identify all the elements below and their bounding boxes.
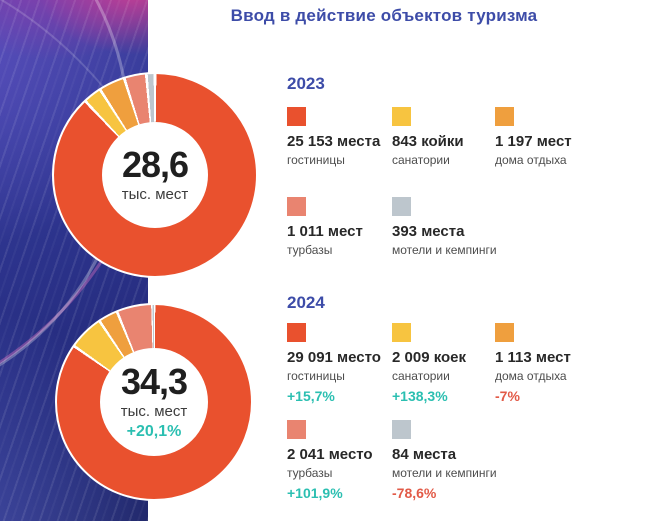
category-value: 2 009 коек [392,349,467,366]
donut-chart-2024: 34,3 тыс. мест +20,1% [55,303,253,501]
category-value: 2 041 место [287,446,373,463]
legend-item-2023-0: 25 153 места гостиницы [287,107,392,167]
category-value: 393 места [392,223,465,240]
category-color-swatch [392,323,411,342]
donut-center-2023: 28,6 тыс. мест [102,122,208,228]
category-value: 1 197 мест [495,133,572,150]
legend-item-2024-4: 84 места мотели и кемпинги -78,6% [392,420,497,501]
donut-center-2024: 34,3 тыс. мест +20,1% [100,348,208,456]
total-unit-2024: тыс. мест [120,402,188,420]
total-value-2023: 28,6 [121,144,189,185]
category-color-swatch [287,107,306,126]
year-heading-2024: 2024 [287,293,325,312]
category-color-swatch [287,420,306,439]
legend-item-2024-1: 2 009 коек санатории +138,3% [392,323,495,404]
category-label: санатории [392,153,450,167]
legend-item-2024-3: 2 041 место турбазы +101,9% [287,420,392,501]
category-color-swatch [287,197,306,216]
category-value: 1 113 мест [495,349,571,366]
total-unit-2023: тыс. мест [121,186,189,203]
category-change-percent: -78,6% [392,485,437,501]
category-value: 1 011 мест [287,223,363,240]
category-color-swatch [392,420,411,439]
category-label: мотели и кемпинги [392,466,497,480]
total-change-2024: +20,1% [126,422,182,440]
legend-grid-2024: 29 091 место гостиницы +15,7% 2 009 коек сан… [287,323,655,501]
category-color-swatch [392,107,411,126]
legend-item-2024-0: 29 091 место гостиницы +15,7% [287,323,392,404]
category-change-percent: +101,9% [287,485,343,501]
category-label: турбазы [287,243,333,257]
category-label: санатории [392,369,450,383]
category-color-swatch [495,323,514,342]
page-title: Ввод в действие объектов туризма [230,6,538,25]
legend-item-2023-1: 843 койки санатории [392,107,495,167]
legend-grid-2023: 25 153 места гостиницы 843 койки санатории 1… [287,107,655,257]
donut-chart-2023: 28,6 тыс. мест [52,72,258,278]
legend-item-2023-2: 1 197 мест дома отдыха [495,107,655,167]
year-heading-2023: 2023 [287,74,325,93]
category-label: дома отдыха [495,153,567,167]
category-label: дома отдыха [495,369,567,383]
category-value: 843 койки [392,133,464,150]
category-value: 84 места [392,446,457,463]
category-color-swatch [392,197,411,216]
total-value-2024: 34,3 [120,360,188,402]
category-color-swatch [287,323,306,342]
legend-item-2023-3: 1 011 мест турбазы [287,197,392,257]
legend-2023: 2023 25 153 места гостиницы 843 койки санат… [287,74,655,257]
legend-item-2024-2: 1 113 мест дома отдыха -7% [495,323,655,404]
category-label: турбазы [287,466,333,480]
category-label: гостиницы [287,369,345,383]
category-label: гостиницы [287,153,345,167]
category-change-percent: +15,7% [287,388,335,404]
legend-2024: 2024 29 091 место гостиницы +15,7% 2 009 ко… [287,293,655,501]
category-value: 25 153 места [287,133,381,150]
category-label: мотели и кемпинги [392,243,497,257]
legend-item-2023-4: 393 места мотели и кемпинги [392,197,497,257]
category-value: 29 091 место [287,349,381,366]
category-change-percent: +138,3% [392,388,448,404]
category-color-swatch [495,107,514,126]
category-change-percent: -7% [495,388,520,404]
